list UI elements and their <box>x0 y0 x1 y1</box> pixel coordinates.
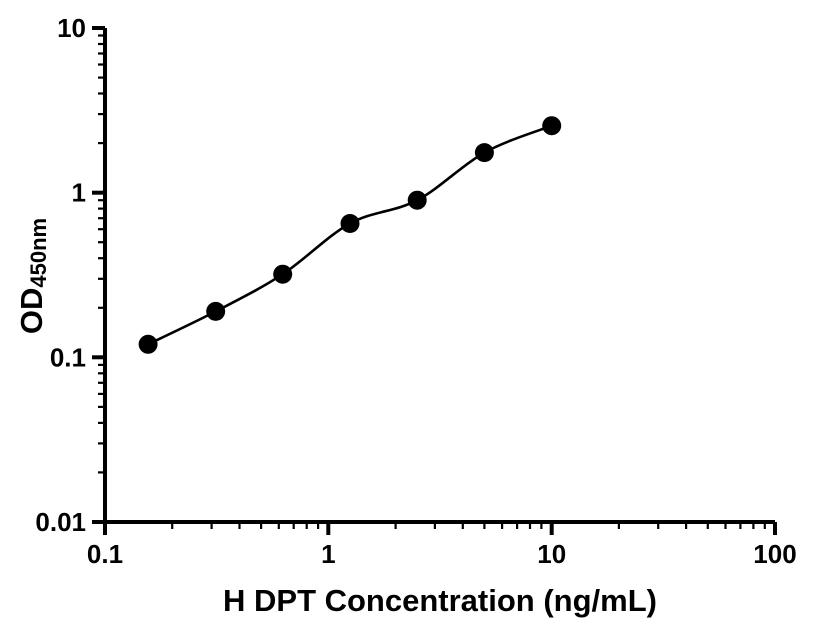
y-tick-label: 0.01 <box>35 507 86 537</box>
y-axis-title-subscript: 450nm <box>26 217 51 288</box>
y-tick-label: 1 <box>72 178 86 208</box>
x-axis-title: H DPT Concentration (ng/mL) <box>223 583 657 618</box>
y-axis-title: OD450nm <box>11 126 53 426</box>
x-tick-label: 10 <box>537 539 566 569</box>
y-tick-label: 0.1 <box>50 342 86 372</box>
x-tick-label: 1 <box>321 539 335 569</box>
data-point <box>542 116 562 136</box>
data-point <box>273 264 293 284</box>
data-point <box>474 143 494 163</box>
x-tick-label: 0.1 <box>87 539 123 569</box>
data-point <box>206 301 226 321</box>
data-point <box>340 214 360 233</box>
axes <box>103 28 775 524</box>
data-point <box>138 334 158 354</box>
y-tick-label: 10 <box>57 13 86 43</box>
data-point <box>407 190 427 210</box>
x-tick-label: 100 <box>753 539 796 569</box>
y-axis-title-main: OD <box>14 287 49 335</box>
